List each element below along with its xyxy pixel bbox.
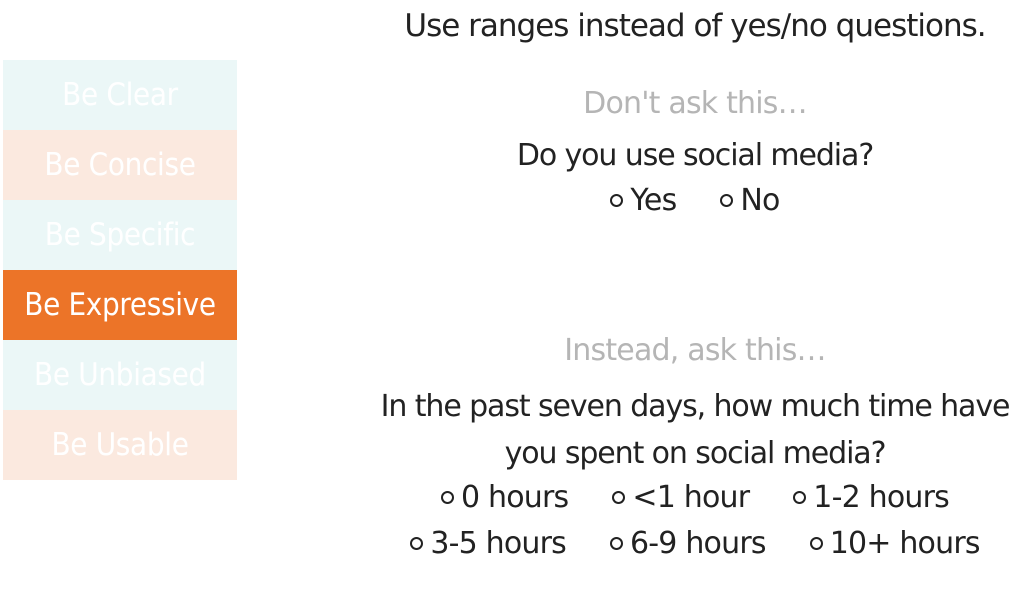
sidebar-item-be-unbiased[interactable]: Be Unbiased: [3, 340, 237, 410]
sidebar-item-label: Be Concise: [44, 147, 196, 183]
option-6-9-hours[interactable]: 6-9 hours: [610, 526, 766, 561]
option-no[interactable]: No: [720, 183, 780, 218]
option-3-5-hours[interactable]: 3-5 hours: [410, 526, 567, 561]
option-label: Yes: [630, 183, 677, 218]
radio-circle-icon: [441, 491, 455, 504]
option-label: 10+ hours: [829, 526, 981, 561]
good-example-options-row-2: 3-5 hours 6-9 hours 10+ hours: [380, 526, 1010, 561]
option-10-plus-hours[interactable]: 10+ hours: [809, 526, 981, 561]
sidebar-item-label: Be Specific: [44, 217, 196, 253]
radio-circle-icon: [610, 537, 623, 550]
good-example-options-row-1: 0 hours <1 hour 1-2 hours: [380, 480, 1010, 515]
sidebar-item-label: Be Usable: [51, 427, 189, 463]
radio-circle-icon: [612, 491, 626, 504]
sidebar-item-label: Be Unbiased: [34, 357, 206, 393]
option-label: 3-5 hours: [430, 526, 566, 561]
bad-example-question: Do you use social media?: [516, 138, 874, 173]
sidebar-item-be-specific[interactable]: Be Specific: [3, 200, 237, 270]
bad-example-label: Don't ask this…: [583, 86, 807, 121]
page-headline: Use ranges instead of yes/no questions.: [404, 8, 986, 44]
option-1-2-hours[interactable]: 1-2 hours: [793, 480, 950, 515]
sidebar-item-label: Be Clear: [62, 77, 178, 113]
option-label: 1-2 hours: [813, 480, 949, 515]
bad-example-options: Yes No: [380, 183, 1010, 218]
radio-circle-icon: [410, 537, 424, 550]
option-label: No: [740, 183, 780, 218]
sidebar-item-be-concise[interactable]: Be Concise: [3, 130, 237, 200]
option-0-hours[interactable]: 0 hours: [441, 480, 569, 515]
option-less-than-1-hour[interactable]: <1 hour: [612, 480, 750, 515]
sidebar-nav: Be Clear Be Concise Be Specific Be Expre…: [3, 60, 237, 480]
radio-circle-icon: [809, 537, 823, 550]
option-label: 0 hours: [461, 480, 569, 515]
radio-circle-icon: [610, 194, 624, 207]
option-label: <1 hour: [632, 480, 750, 515]
sidebar-item-be-clear[interactable]: Be Clear: [3, 60, 237, 130]
good-example-question-line-2: you spent on social media?: [504, 436, 887, 471]
option-label: 6-9 hours: [630, 526, 766, 561]
radio-circle-icon: [793, 491, 807, 504]
option-yes[interactable]: Yes: [610, 183, 677, 218]
radio-circle-icon: [720, 194, 734, 207]
good-example-question-line-1: In the past seven days, how much time ha…: [380, 389, 1011, 424]
sidebar-item-be-expressive[interactable]: Be Expressive: [3, 270, 237, 340]
sidebar-item-label: Be Expressive: [24, 287, 216, 323]
good-example-label: Instead, ask this…: [564, 333, 826, 368]
sidebar-item-be-usable[interactable]: Be Usable: [3, 410, 237, 480]
